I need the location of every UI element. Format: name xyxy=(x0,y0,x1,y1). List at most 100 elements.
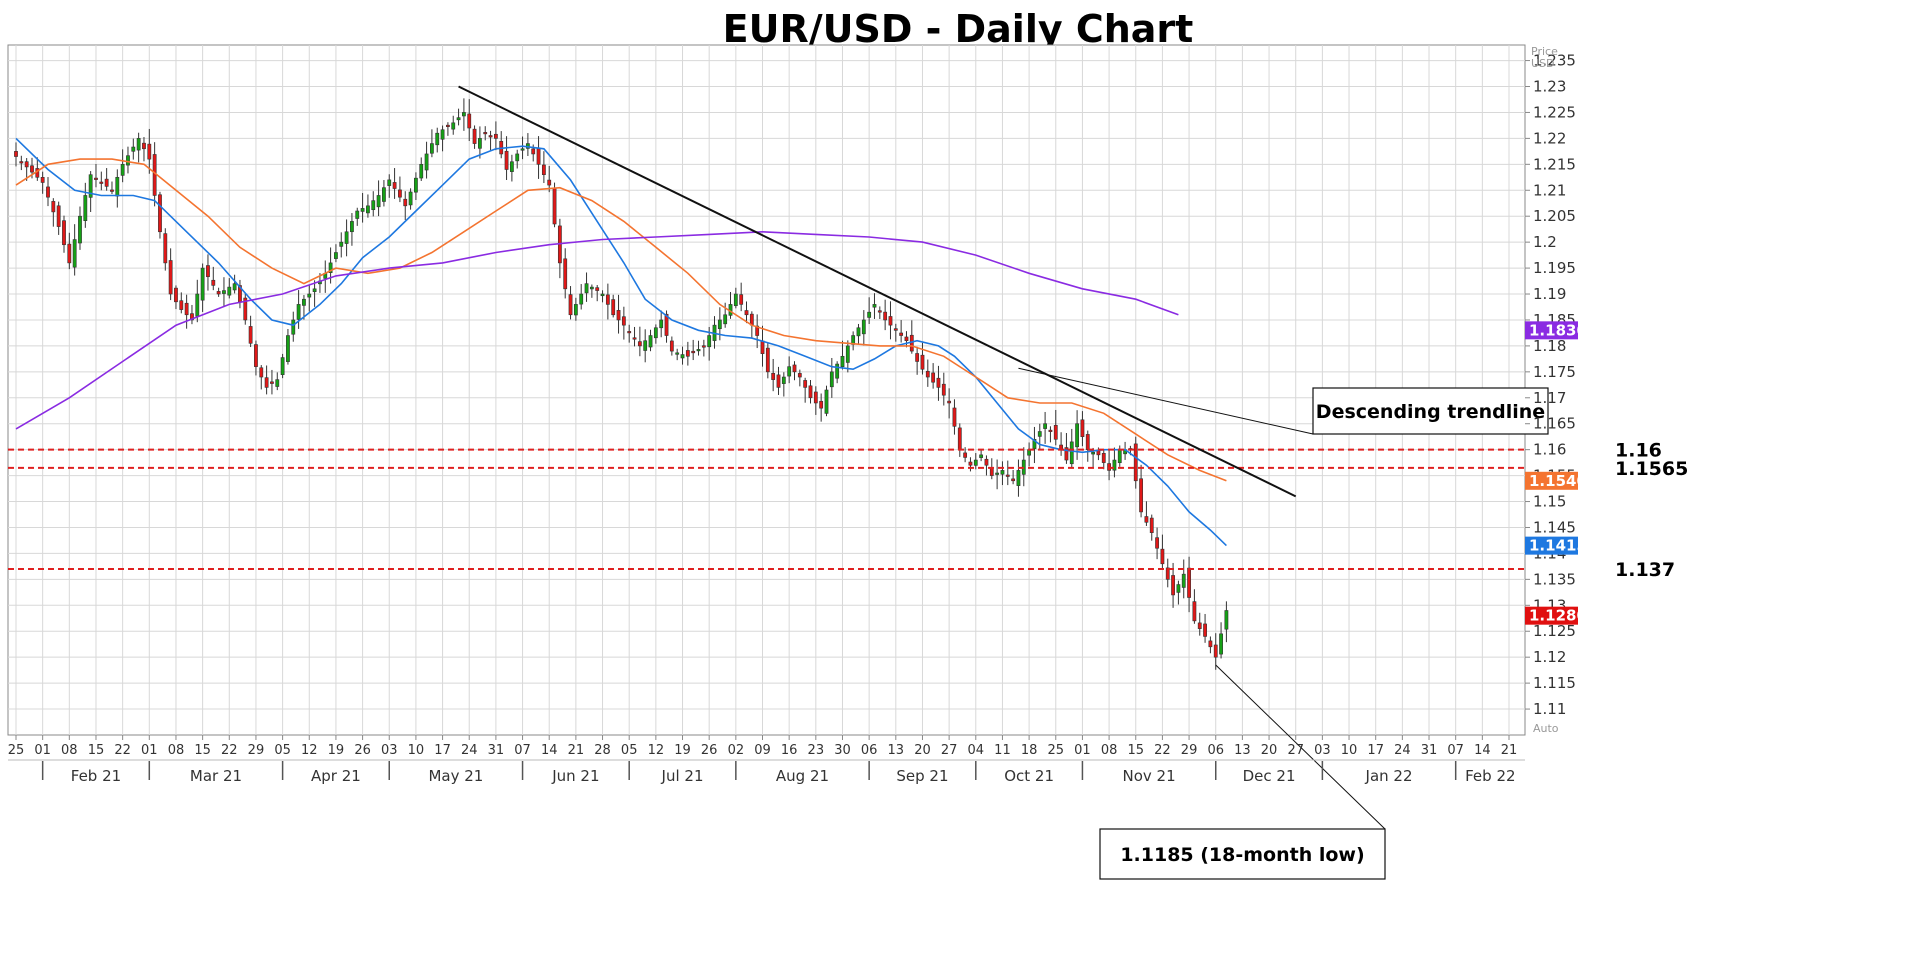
candle-up xyxy=(781,376,786,384)
candle-down xyxy=(744,310,749,316)
y-tick-label: 1.115 xyxy=(1533,674,1576,692)
x-tick-label: 29 xyxy=(248,743,265,758)
candle-down xyxy=(691,350,696,354)
x-tick-label: 09 xyxy=(754,743,771,758)
x-tick-label: 17 xyxy=(434,743,451,758)
candle-up xyxy=(350,221,354,233)
x-tick-label: 15 xyxy=(88,743,105,758)
candle-down xyxy=(472,128,477,144)
x-tick-label: 13 xyxy=(1234,743,1251,758)
candle-up xyxy=(195,293,200,317)
ma-value-badge xyxy=(1525,471,1578,490)
candle-down xyxy=(904,336,909,342)
candle-up xyxy=(573,304,578,316)
y-tick-label: 1.19 xyxy=(1533,285,1566,303)
candle-up xyxy=(835,363,840,379)
candle-up xyxy=(861,319,866,335)
candle-down xyxy=(1133,443,1138,482)
candle-down xyxy=(62,220,66,246)
month-label: Feb 21 xyxy=(71,767,121,785)
candle-up xyxy=(312,288,317,293)
month-label: Jul 21 xyxy=(661,767,704,785)
x-tick-label: 05 xyxy=(621,743,638,758)
annotations: Descending trendline 1.1185 (18-month low… xyxy=(1018,367,1549,880)
candle-down xyxy=(184,302,189,316)
candle-up xyxy=(696,349,701,352)
candle-down xyxy=(547,179,552,186)
candle-up xyxy=(1117,449,1122,464)
x-tick-label: 12 xyxy=(301,743,318,758)
candle-up xyxy=(1075,423,1079,448)
callout-text: Descending trendline xyxy=(1316,401,1545,423)
candle-up xyxy=(840,355,845,368)
x-tick-label: 16 xyxy=(781,743,798,758)
month-label: Sep 21 xyxy=(896,767,948,785)
candle-down xyxy=(1085,434,1090,450)
candle-down xyxy=(915,353,920,362)
x-tick-label: 11 xyxy=(994,743,1011,758)
candle-down xyxy=(1203,623,1207,637)
candle-down xyxy=(1197,622,1202,629)
y-tick-label: 1.205 xyxy=(1533,207,1576,225)
candle-down xyxy=(1005,474,1010,477)
candle-down xyxy=(749,313,754,326)
x-tick-label: 21 xyxy=(568,743,585,758)
candle-up xyxy=(509,161,514,172)
candle-down xyxy=(1080,419,1085,437)
candle-up xyxy=(414,177,418,193)
last-price-label: 1.1280 xyxy=(1529,607,1587,625)
callout-box xyxy=(1312,387,1549,435)
candle-down xyxy=(168,260,173,295)
candle-up xyxy=(648,335,653,348)
candle-up xyxy=(296,304,301,320)
x-tick-label: 10 xyxy=(408,743,425,758)
candle-up xyxy=(1181,573,1186,588)
candle-up xyxy=(344,231,349,244)
candle-up xyxy=(520,148,525,151)
y-tick-label: 1.18 xyxy=(1533,337,1566,355)
candle-down xyxy=(179,300,184,310)
candle-up xyxy=(829,371,834,388)
y-tick-label: 1.145 xyxy=(1533,518,1576,536)
candle-down xyxy=(797,373,802,378)
x-tick-label: 30 xyxy=(834,743,851,758)
candle-down xyxy=(637,341,642,347)
candle-down xyxy=(755,325,760,336)
candle-down xyxy=(984,458,989,466)
candle-down xyxy=(541,164,546,175)
candle-down xyxy=(941,383,946,396)
x-tick-label: 17 xyxy=(1367,743,1384,758)
candle-down xyxy=(1155,537,1159,549)
candle-down xyxy=(190,313,194,321)
y-tick-label: 1.2 xyxy=(1533,233,1557,251)
candle-up xyxy=(995,472,1000,475)
x-tick-label: 19 xyxy=(674,743,691,758)
candle-down xyxy=(765,347,770,373)
candle-up xyxy=(845,345,850,363)
candle-up xyxy=(659,319,664,329)
y-tick-label: 1.15 xyxy=(1533,493,1566,511)
candle-up xyxy=(371,200,376,211)
candle-down xyxy=(936,377,941,388)
candle-up xyxy=(462,112,466,117)
candle-down xyxy=(1187,567,1191,598)
last-price-badge xyxy=(1525,606,1578,625)
candle-up xyxy=(1037,431,1042,437)
callout-leader xyxy=(1215,664,1386,830)
candle-down xyxy=(147,143,152,160)
x-tick-label: 03 xyxy=(381,743,398,758)
candle-up xyxy=(382,187,386,202)
candle-down xyxy=(536,148,541,165)
y-tick-label: 1.165 xyxy=(1533,415,1576,433)
candle-down xyxy=(216,291,221,295)
candle-down xyxy=(877,310,882,313)
candle-down xyxy=(488,135,493,138)
y-tick-label: 1.17 xyxy=(1533,389,1566,407)
candle-up xyxy=(456,117,461,121)
x-tick-label: 26 xyxy=(701,743,718,758)
candle-up xyxy=(120,164,125,176)
candle-down xyxy=(211,279,216,286)
candle-up xyxy=(232,283,237,291)
